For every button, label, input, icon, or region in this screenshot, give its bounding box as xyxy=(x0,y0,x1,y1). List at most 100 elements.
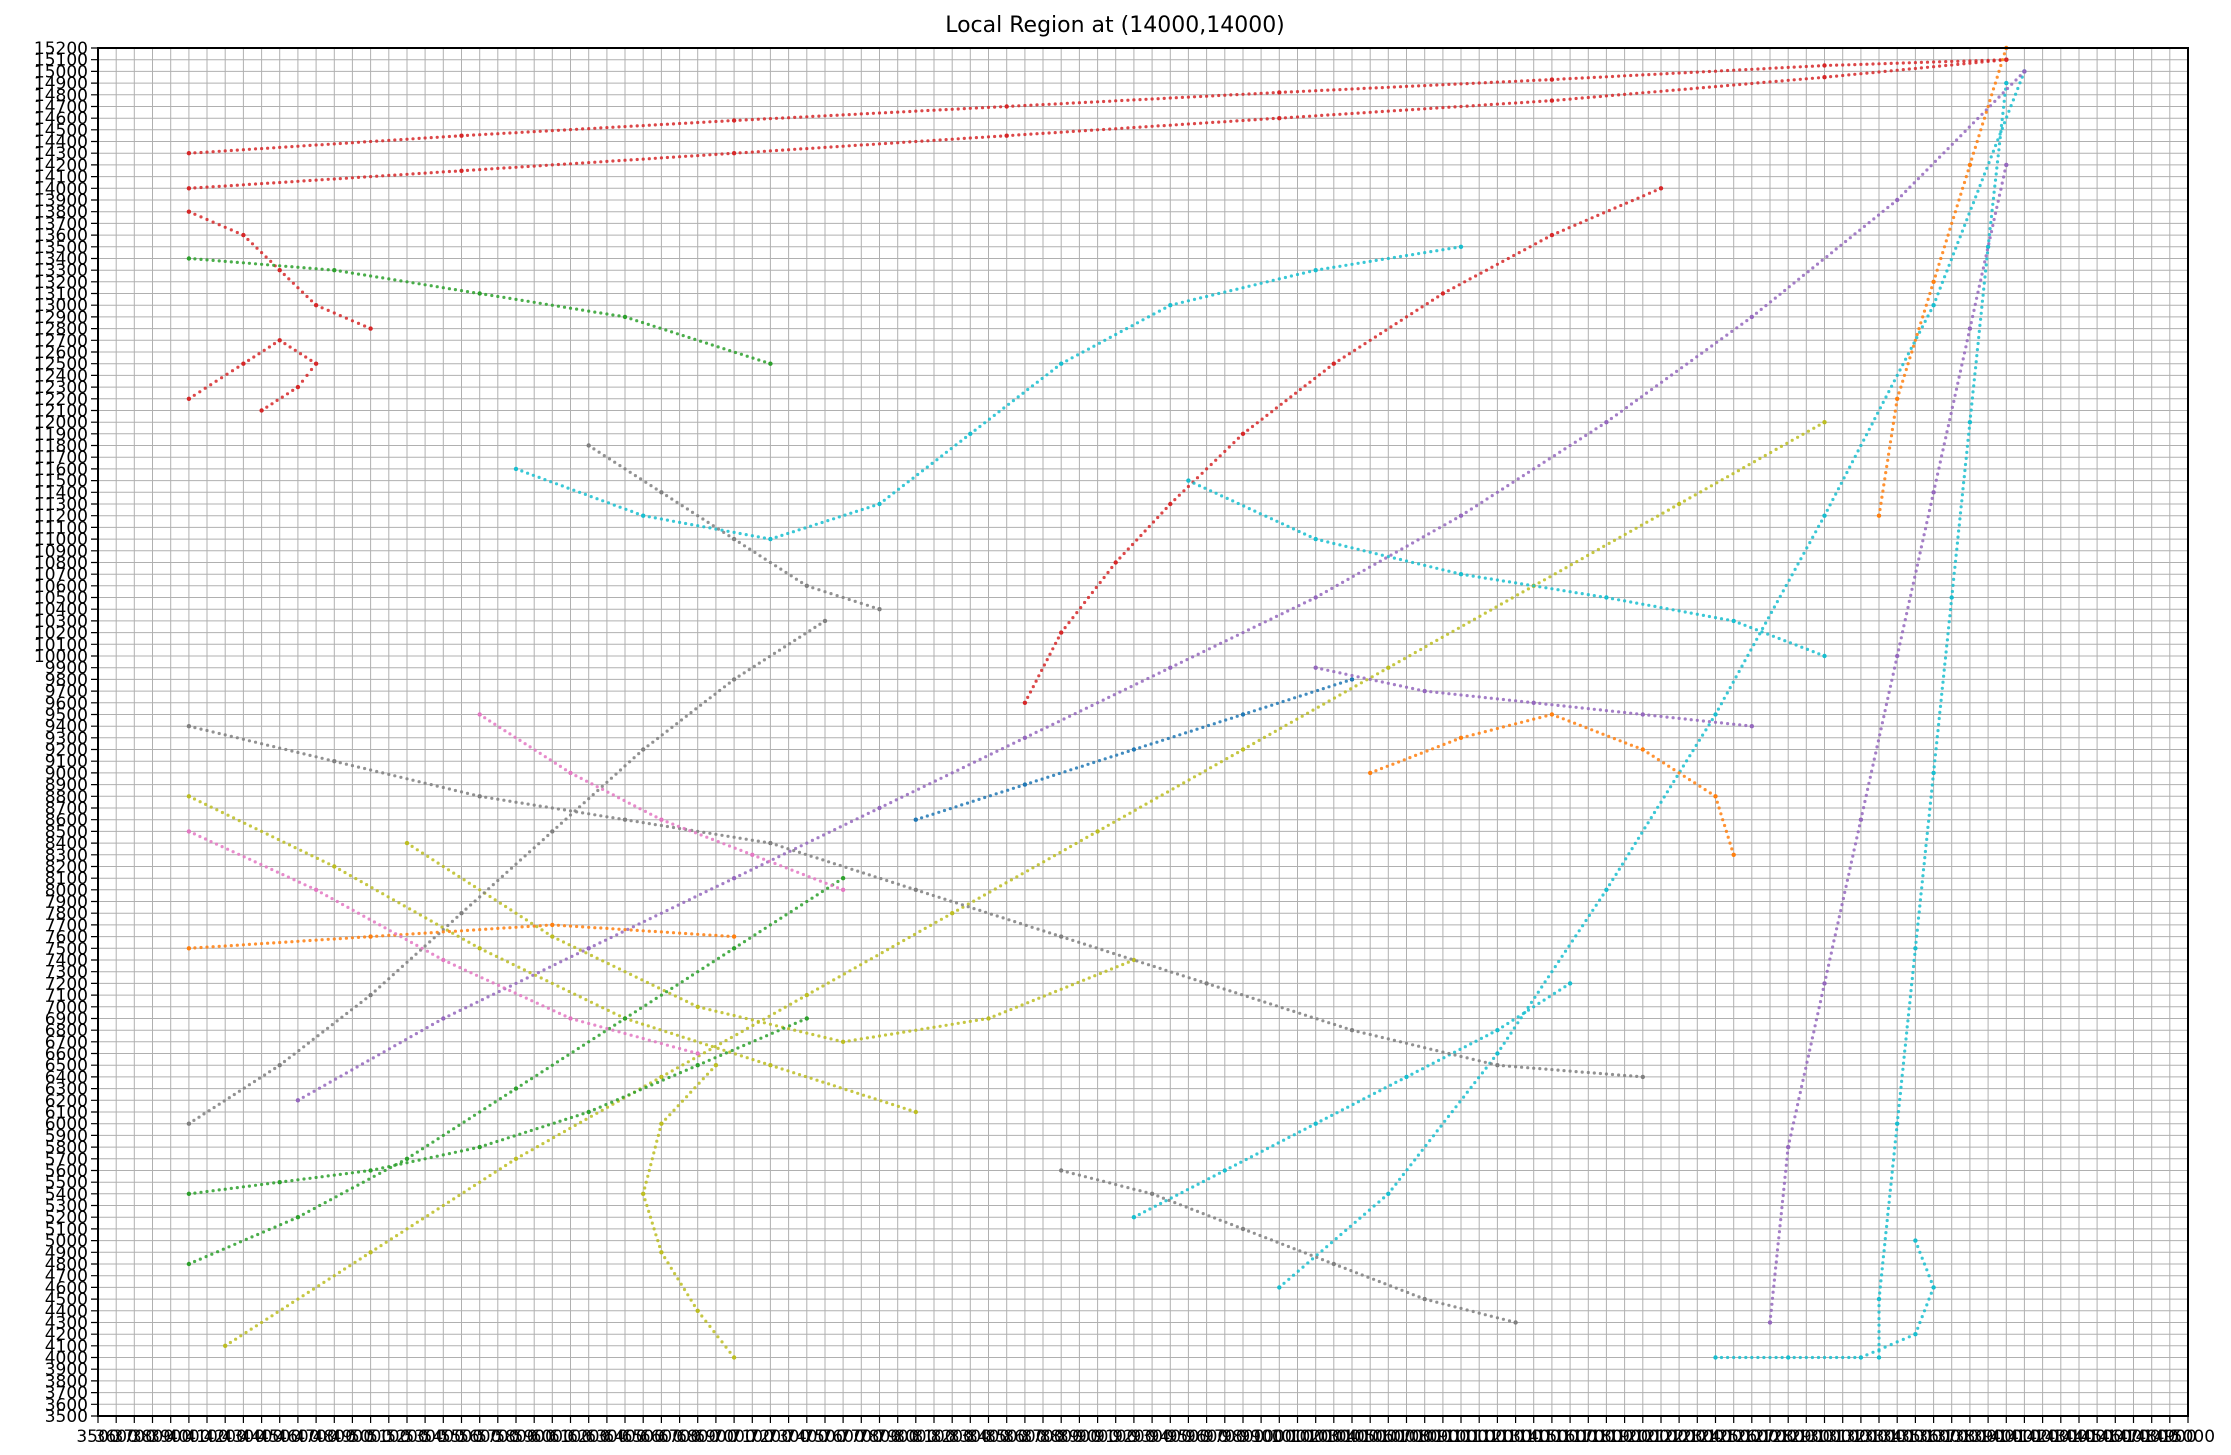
x-tick-label: 4500 xyxy=(258,1427,301,1447)
data-point xyxy=(622,817,628,822)
data-point xyxy=(950,911,955,916)
y-tick-label: 8200 xyxy=(45,858,88,878)
data-point xyxy=(186,209,192,214)
data-point xyxy=(1277,90,1282,95)
trajectory-series xyxy=(477,712,846,892)
x-tick-label: 5200 xyxy=(385,1427,428,1447)
data-point xyxy=(1822,981,1827,986)
x-tick-label: 12700 xyxy=(1743,1427,1797,1447)
x-tick-label: 10300 xyxy=(1307,1427,1361,1447)
x-tick-label: 14400 xyxy=(2052,1427,2106,1447)
x-tick-label: 8300 xyxy=(949,1427,992,1447)
x-tick-label: 6300 xyxy=(585,1427,628,1447)
data-point xyxy=(1059,630,1064,635)
data-point xyxy=(1022,782,1028,787)
x-tick-label: 6000 xyxy=(531,1427,574,1447)
trajectory-series xyxy=(186,829,700,1056)
data-point xyxy=(1059,934,1064,939)
data-point xyxy=(1513,1320,1518,1325)
y-tick-label: 10400 xyxy=(34,600,88,620)
data-point xyxy=(1240,1226,1246,1232)
y-tick-label: 9600 xyxy=(45,694,88,714)
data-point xyxy=(313,361,319,366)
data-point xyxy=(1022,735,1028,740)
data-point xyxy=(913,887,918,892)
trajectory-series xyxy=(404,840,1137,1045)
data-point xyxy=(1349,677,1355,682)
x-tick-label: 10900 xyxy=(1416,1427,1470,1447)
x-tick-label: 7900 xyxy=(876,1427,919,1447)
x-tick-label: 12900 xyxy=(1779,1427,1833,1447)
data-point xyxy=(1931,303,1936,308)
y-tick-label: 9200 xyxy=(45,741,88,761)
x-tick-label: 6800 xyxy=(676,1427,719,1447)
x-tick-label: 6100 xyxy=(549,1427,592,1447)
y-tick-label: 12800 xyxy=(34,320,88,340)
x-tick-label: 9300 xyxy=(1130,1427,1173,1447)
x-tick-label: 9000 xyxy=(1076,1427,1119,1447)
y-tick-label: 8500 xyxy=(45,822,88,842)
data-point xyxy=(1549,98,1555,103)
trajectory-series xyxy=(186,338,319,413)
y-tick-label: 15000 xyxy=(34,62,88,82)
data-point xyxy=(186,1191,192,1197)
x-tick-label: 10200 xyxy=(1289,1427,1343,1447)
x-tick-label: 14800 xyxy=(2125,1427,2179,1447)
x-tick-label: 8600 xyxy=(1003,1427,1046,1447)
data-series xyxy=(186,45,2027,1360)
data-point xyxy=(186,724,192,729)
x-tick-label: 13300 xyxy=(1852,1427,1906,1447)
data-point xyxy=(1422,1296,1427,1302)
x-tick-label: 8800 xyxy=(1040,1427,1083,1447)
x-tick-label: 9500 xyxy=(1167,1427,1210,1447)
y-tick-label: 4200 xyxy=(45,1325,88,1345)
data-point xyxy=(477,1144,482,1150)
data-point xyxy=(1277,1285,1282,1290)
x-tick-label: 12300 xyxy=(1670,1427,1724,1447)
data-point xyxy=(659,1250,664,1255)
x-tick-label: 11500 xyxy=(1525,1427,1579,1447)
y-tick-label: 10100 xyxy=(34,635,88,655)
y-tick-label: 10200 xyxy=(34,624,88,644)
trajectory-series xyxy=(1767,162,2009,1325)
data-point xyxy=(804,1016,809,1021)
x-tick-label: 13800 xyxy=(1943,1427,1997,1447)
y-tick-label: 11900 xyxy=(34,425,88,445)
data-point xyxy=(1549,77,1555,82)
y-tick-label: 6600 xyxy=(45,1045,88,1065)
trajectory-points xyxy=(1186,479,1827,658)
data-point xyxy=(459,911,464,916)
data-point xyxy=(1658,186,1664,191)
x-tick-label: 11400 xyxy=(1507,1427,1561,1447)
x-tick-label: 10000 xyxy=(1252,1427,1306,1447)
y-tick-label: 13400 xyxy=(34,250,88,270)
trajectory-series xyxy=(186,876,846,1267)
x-tick-label: 10500 xyxy=(1343,1427,1397,1447)
y-tick-label: 10700 xyxy=(34,565,88,585)
y-tick-label: 8900 xyxy=(45,776,88,796)
trajectory-series xyxy=(186,922,737,951)
data-point xyxy=(441,1016,446,1021)
y-tick-label: 14400 xyxy=(34,133,88,153)
data-point xyxy=(368,326,373,331)
data-point xyxy=(1549,712,1555,717)
trajectory-series xyxy=(186,57,2009,191)
data-point xyxy=(513,466,519,472)
data-point xyxy=(1749,724,1755,729)
data-point xyxy=(513,1156,519,1162)
data-point xyxy=(186,256,192,261)
x-tick-label: 4100 xyxy=(185,1427,228,1447)
data-point xyxy=(1004,104,1009,109)
x-tick-label: 9700 xyxy=(1203,1427,1246,1447)
data-point xyxy=(731,934,737,939)
x-tick-label: 3500 xyxy=(76,1427,119,1447)
y-tick-label: 7700 xyxy=(45,916,88,936)
trajectory-series xyxy=(913,677,1355,822)
y-tick-label: 12300 xyxy=(34,378,88,398)
y-tick-label: 9400 xyxy=(45,717,88,737)
y-tick-label: 3600 xyxy=(45,1395,88,1415)
x-tick-label: 13400 xyxy=(1870,1427,1924,1447)
data-point xyxy=(1422,688,1427,694)
trajectory-series xyxy=(1713,1238,1936,1360)
data-point xyxy=(277,268,282,273)
